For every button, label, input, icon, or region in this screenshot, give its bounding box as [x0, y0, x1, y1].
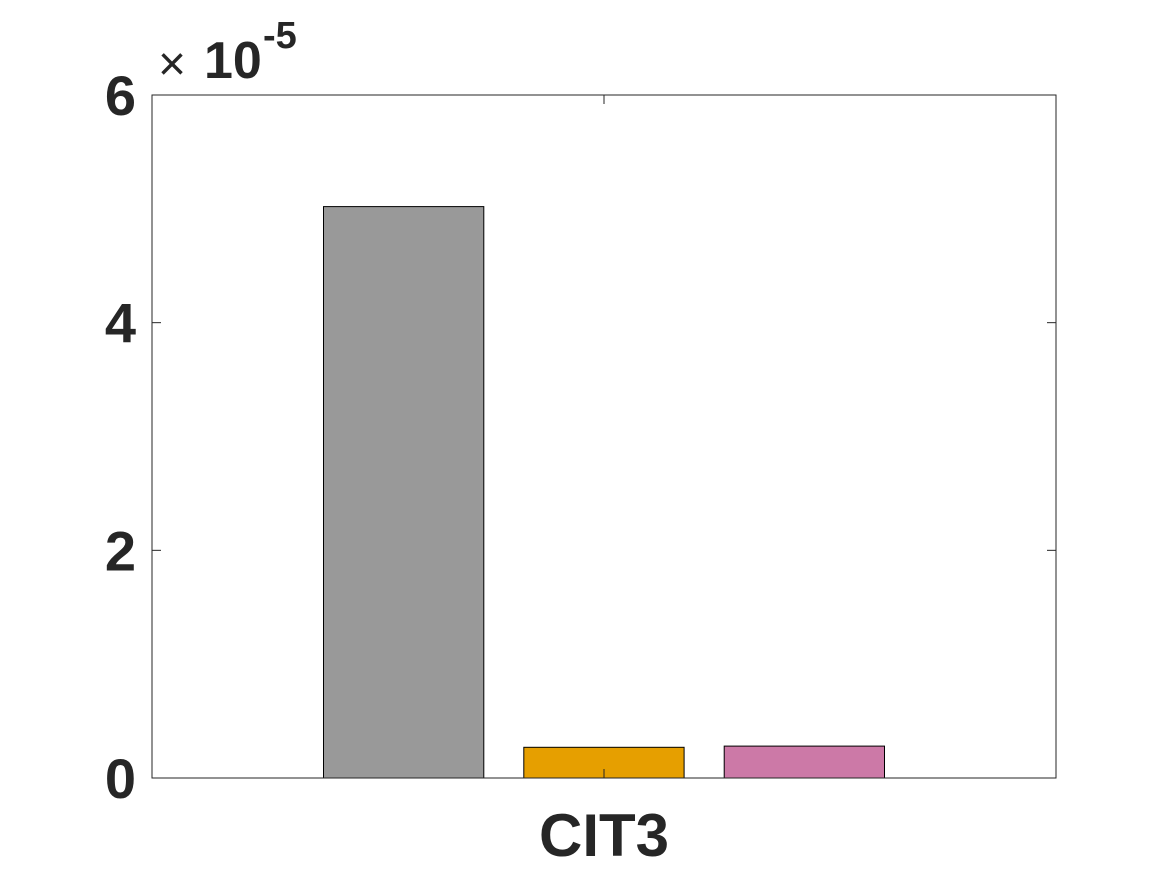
x-category-labels: CIT3: [539, 802, 669, 869]
y-tick-label: 2: [105, 519, 136, 582]
plot-area-frame: [151, 94, 1057, 779]
exponent-power: -5: [263, 15, 297, 57]
y-tick-label: 4: [105, 292, 136, 355]
y-axis-exponent: × 10 -5: [158, 15, 297, 91]
bar-series-3-cit3: [723, 745, 886, 779]
bars-group: [323, 206, 886, 779]
y-tick-label: 0: [105, 747, 136, 810]
bar-series-1-cit3: [323, 206, 485, 779]
exponent-times-sign: ×: [158, 38, 186, 91]
y-ticks-group: [152, 94, 1056, 779]
y-tick-labels: 0 2 4 6: [105, 64, 136, 810]
x-category-label: CIT3: [539, 802, 669, 869]
y-tick-label: 6: [105, 64, 136, 127]
exponent-base: 10: [204, 32, 262, 90]
